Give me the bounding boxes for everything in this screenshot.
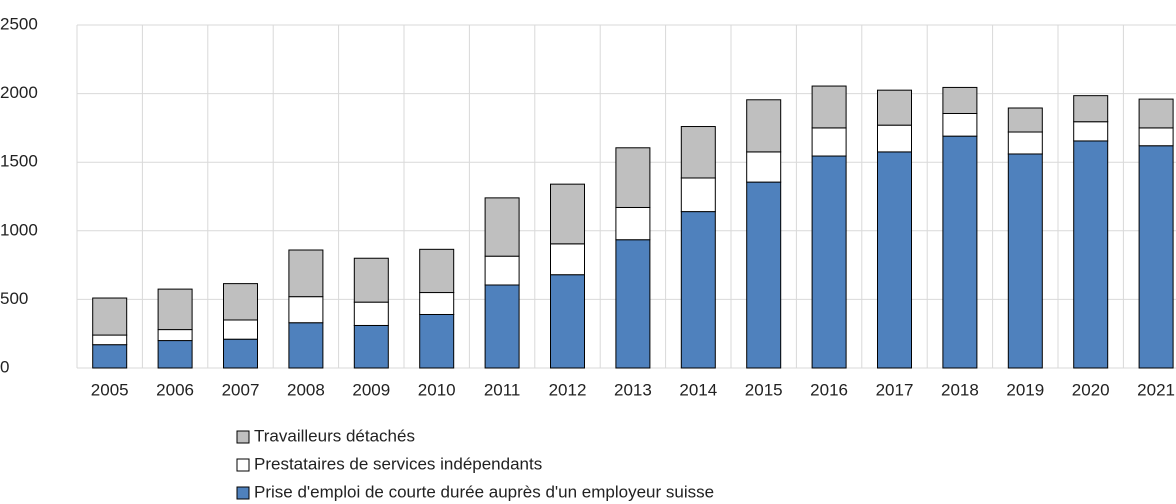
bar-segment [484, 255, 520, 286]
bar-segment [1007, 131, 1043, 155]
bar-segment [680, 211, 716, 369]
bar-segment [877, 89, 912, 126]
legend-swatch [236, 430, 250, 444]
bar-segment [288, 322, 324, 369]
bar-segment [550, 243, 585, 276]
bar-segment [877, 151, 912, 369]
bar-segment [419, 292, 455, 315]
bar-segment [811, 155, 847, 369]
legend-label: Prestataires de services indépendants [254, 454, 542, 473]
y-tick-label: 2000 [0, 83, 38, 102]
x-tick-label: 2012 [549, 380, 587, 399]
y-tick-label: 1500 [0, 152, 38, 171]
bar-segment [746, 99, 782, 153]
x-tick-label: 2016 [810, 380, 848, 399]
bar-segment [550, 183, 585, 245]
x-tick-label: 2008 [287, 380, 325, 399]
bar-segment [550, 274, 585, 369]
bar-segment [353, 257, 389, 303]
x-tick-label: 2019 [1006, 380, 1044, 399]
bar-segment [877, 124, 912, 153]
bar-segment [223, 319, 258, 340]
bar-segment [157, 329, 193, 342]
bar-segment [1073, 95, 1109, 123]
y-tick-label: 500 [0, 289, 28, 308]
legend-swatch [236, 486, 250, 500]
bar-segment [288, 296, 324, 324]
bar-segment [1007, 153, 1043, 369]
bar-segment [157, 288, 193, 331]
x-tick-label: 2017 [876, 380, 914, 399]
bar-segment [353, 301, 389, 326]
bar-segment [811, 127, 847, 157]
legend-label: Prise d'emploi de courte durée auprès d'… [254, 482, 714, 501]
bar-segment [615, 239, 651, 369]
x-tick-label: 2020 [1072, 380, 1110, 399]
x-tick-label: 2005 [91, 380, 129, 399]
bar-segment [811, 85, 847, 129]
bar-segment [615, 147, 651, 208]
bar-segment [288, 249, 324, 298]
x-tick-label: 2018 [941, 380, 979, 399]
bar-segment [942, 135, 978, 369]
bar-segment [1007, 107, 1043, 133]
bar-segment [1073, 140, 1109, 369]
bar-segment [92, 344, 128, 369]
legend-label: Travailleurs détachés [254, 426, 415, 445]
bar-segment [92, 297, 128, 336]
x-tick-label: 2006 [156, 380, 194, 399]
y-tick-label: 0 [0, 357, 9, 376]
bar-segment [680, 126, 716, 179]
x-tick-label: 2013 [614, 380, 652, 399]
x-tick-label: 2015 [745, 380, 783, 399]
bar-segment [942, 86, 978, 114]
bar-segment [157, 340, 193, 369]
x-tick-label: 2014 [679, 380, 717, 399]
bar-segment [1138, 127, 1174, 147]
bar-segment [615, 206, 651, 241]
bar-segment [484, 284, 520, 369]
bar-segment [680, 177, 716, 213]
bar-segment [1138, 145, 1174, 369]
bar-segment [1138, 98, 1174, 129]
bar-segment [746, 181, 782, 369]
y-tick-label: 2500 [0, 14, 38, 33]
bar-segment [419, 313, 455, 369]
bar-segment [746, 151, 782, 183]
x-tick-label: 2007 [222, 380, 260, 399]
x-tick-label: 2021 [1137, 380, 1175, 399]
bar-segment [353, 324, 389, 369]
x-tick-label: 2011 [484, 380, 521, 399]
bar-segment [484, 197, 520, 257]
bar-segment [942, 112, 978, 137]
bar-segment [223, 338, 258, 369]
legend-swatch [236, 458, 250, 472]
x-tick-label: 2009 [352, 380, 390, 399]
bar-segment [419, 248, 455, 294]
bar-segment [92, 334, 128, 346]
x-tick-label: 2010 [418, 380, 456, 399]
bar-segment [1073, 121, 1109, 142]
y-tick-label: 1000 [0, 220, 38, 239]
bar-segment [223, 283, 258, 321]
